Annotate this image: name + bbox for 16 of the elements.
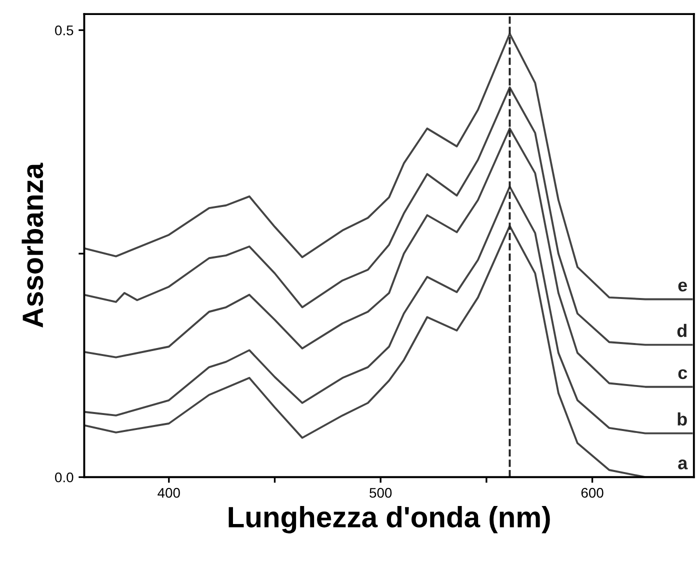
y-axis-title: Assorbanza (22, 162, 44, 328)
x-tick-label: 500 (370, 488, 392, 498)
series-label: e (678, 282, 688, 292)
line-series (84, 128, 693, 388)
series-label: a (678, 460, 688, 470)
x-tick-label: 400 (158, 488, 180, 498)
series-label: d (677, 324, 686, 338)
line-series (84, 186, 693, 434)
line-series (84, 86, 693, 346)
x-tick-label: 600 (581, 488, 604, 498)
series-label: b (678, 412, 687, 426)
x-axis-title: Lunghezza d'onda (nm) (228, 506, 550, 534)
y-tick-label: 0.5 (55, 25, 74, 36)
line-series (84, 32, 693, 300)
y-tick-label: 0.0 (55, 472, 74, 482)
series-label: c (678, 369, 688, 380)
